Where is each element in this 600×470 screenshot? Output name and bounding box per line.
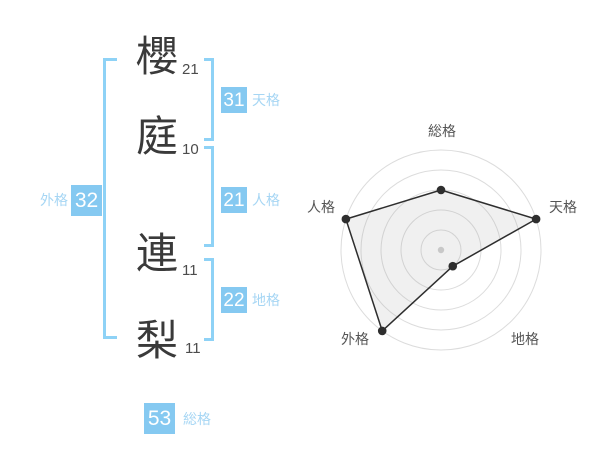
radar-axis-label-jinkaku: 人格	[307, 199, 335, 215]
radar-axis-label-soukaku: 総格	[428, 123, 456, 139]
tenkaku-bracket	[204, 58, 214, 141]
gaikaku-value-badge: 32	[71, 185, 102, 216]
tenkaku-label: 天格	[252, 92, 280, 108]
name-kanji-2: 庭	[136, 113, 179, 160]
radar-axis-label-gaikaku: 外格	[341, 331, 369, 347]
soukaku-label: 総格	[183, 411, 211, 427]
name-kanji-1: 櫻	[136, 33, 179, 80]
gaikaku-label: 外格	[40, 192, 68, 208]
gaikaku-bracket	[103, 58, 117, 339]
jinkaku-value-badge: 21	[221, 187, 247, 213]
soukaku-value-badge: 53	[144, 403, 175, 434]
chikaku-value-badge: 22	[221, 287, 247, 313]
name-kanji-3: 連	[136, 230, 179, 277]
jinkaku-bracket	[204, 146, 214, 247]
radar-axis-label-chikaku: 地格	[511, 331, 539, 347]
stroke-count-2: 10	[182, 141, 199, 158]
stroke-count-1: 21	[182, 61, 199, 78]
name-kanji-4: 梨	[136, 317, 179, 364]
radar-axis-label-tenkaku: 天格	[549, 199, 577, 215]
radar-chart: 総格 天格 地格 外格 人格	[300, 100, 590, 380]
stroke-count-3: 11	[182, 262, 198, 279]
chikaku-bracket	[204, 258, 214, 341]
tenkaku-value-badge: 31	[221, 87, 247, 113]
radar-chart-canvas	[340, 149, 542, 351]
stroke-count-4: 11	[185, 340, 201, 357]
jinkaku-label: 人格	[252, 192, 280, 208]
chikaku-label: 地格	[252, 292, 280, 308]
